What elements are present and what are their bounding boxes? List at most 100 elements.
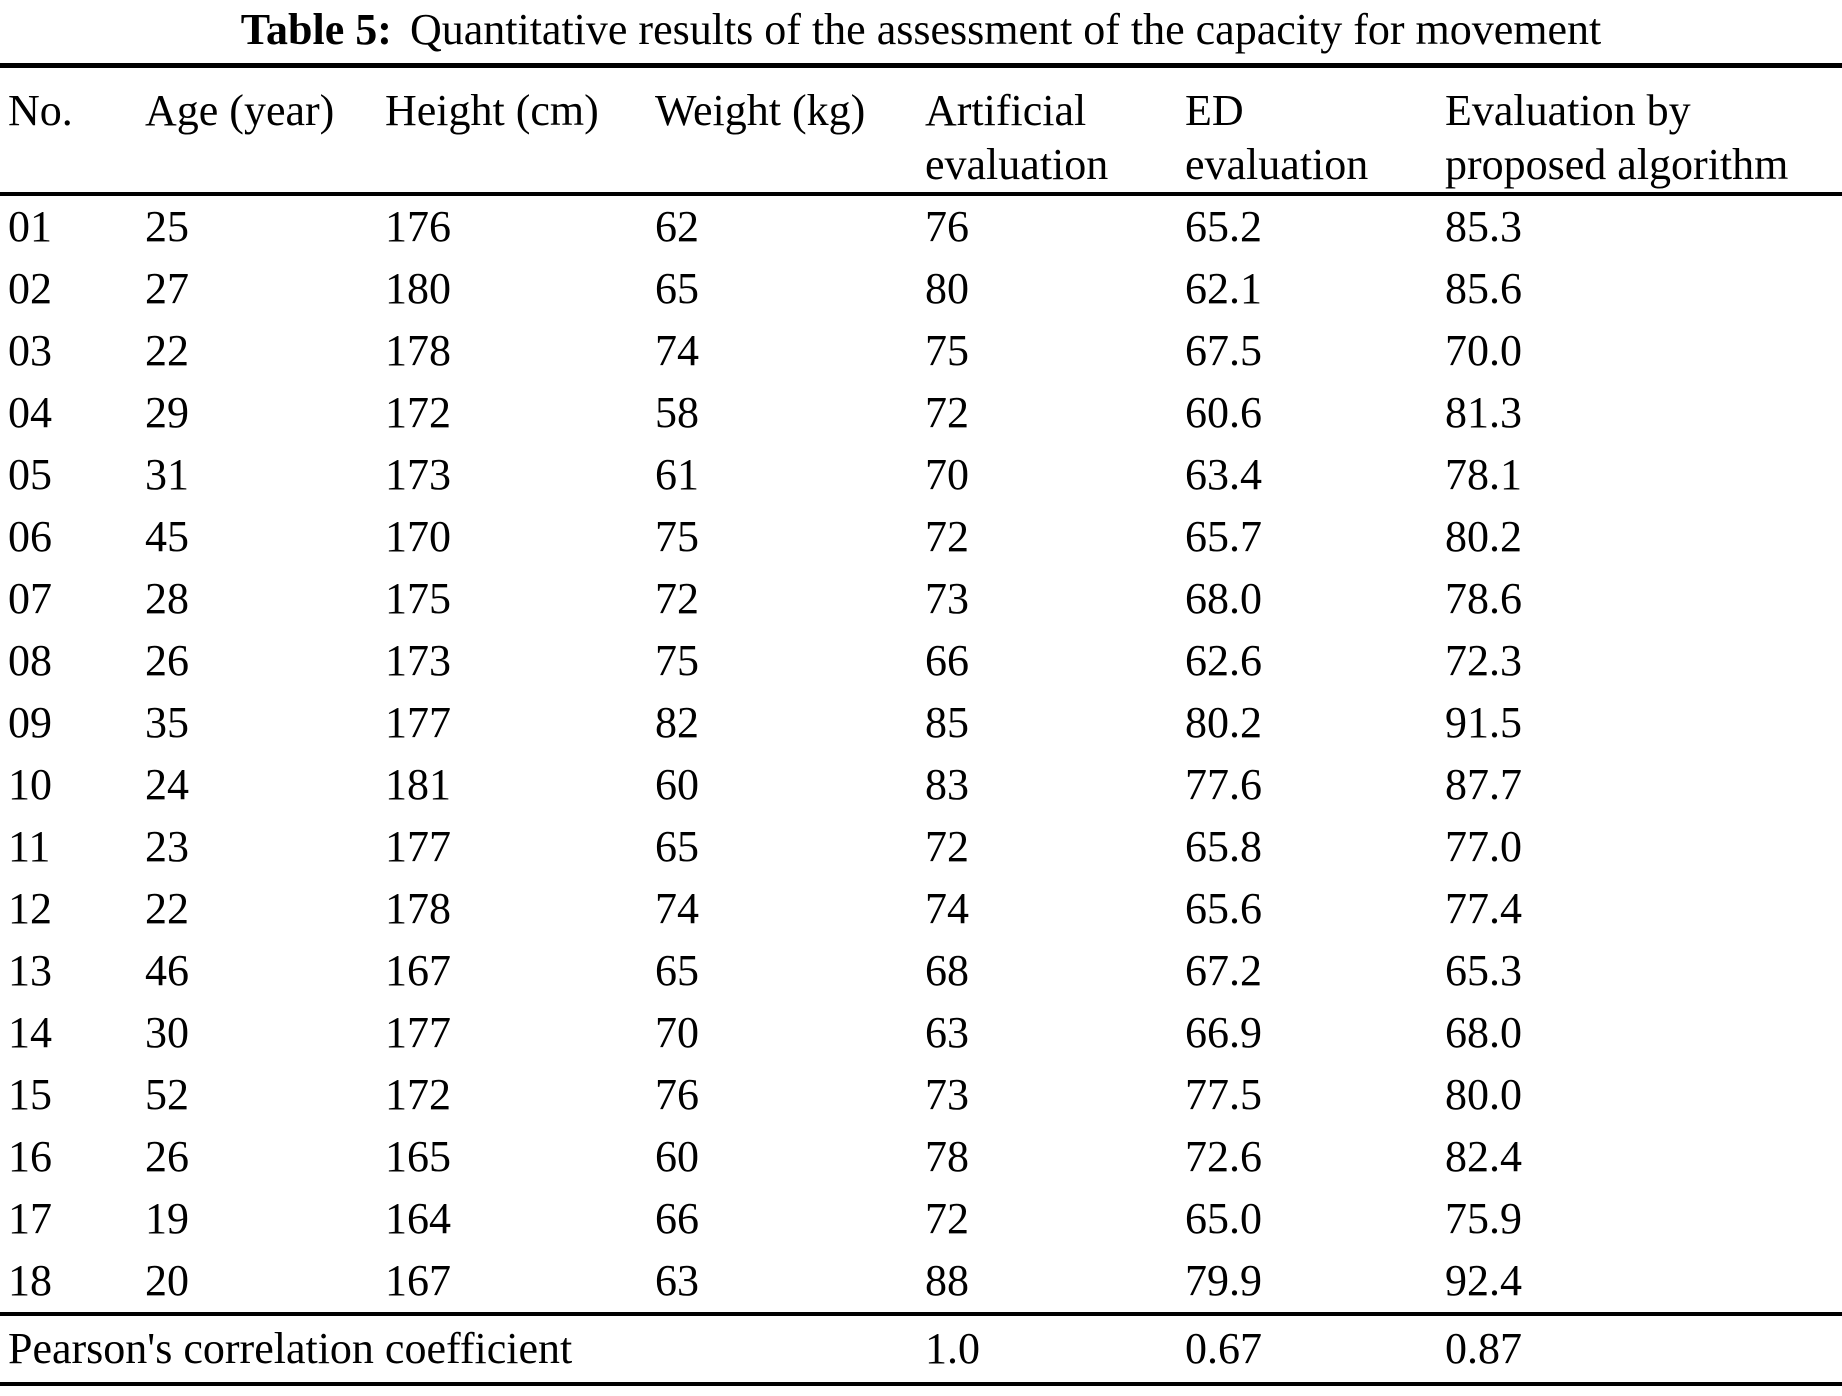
table-cell: 72: [925, 512, 969, 561]
table-row: 03 22 178 74 75 67.5 70.0: [0, 320, 1842, 382]
column-header-label: evaluation: [925, 140, 1109, 189]
table-cell: 164: [385, 1194, 451, 1243]
table-cell: 77.4: [1445, 884, 1522, 933]
table-cell: 76: [925, 202, 969, 251]
table-cell: 75: [925, 326, 969, 375]
table-cell: 06: [8, 512, 52, 561]
table-cell: 65.6: [1185, 884, 1262, 933]
table-cell: 78.1: [1445, 450, 1522, 499]
table-cell: 165: [385, 1132, 451, 1181]
column-header-proposed-algorithm-evaluation: Evaluation by proposed algorithm: [1445, 65, 1842, 196]
table-caption: Table 5: Quantitative results of the asse…: [0, 0, 1842, 56]
table-cell: 29: [145, 388, 189, 437]
column-header-artificial-evaluation: Artificial evaluation: [925, 65, 1185, 196]
table-cell: 78: [925, 1132, 969, 1181]
table-cell: 83: [925, 760, 969, 809]
table-cell: 66: [925, 636, 969, 685]
table-cell: 02: [8, 264, 52, 313]
table-cell: 177: [385, 1008, 451, 1057]
table-cell: 74: [655, 884, 699, 933]
column-header-height: Height (cm): [385, 65, 655, 196]
column-header-label: ED: [1185, 86, 1244, 135]
column-header-label: Age (year): [145, 86, 335, 135]
table-cell: 170: [385, 512, 451, 561]
footer-value-ed: 0.67: [1185, 1312, 1445, 1386]
table-row: 13 46 167 65 68 67.2 65.3: [0, 940, 1842, 1002]
table-row: 16 26 165 60 78 72.6 82.4: [0, 1126, 1842, 1188]
footer-value-artificial: 1.0: [925, 1312, 1185, 1386]
table-cell: 26: [145, 1132, 189, 1181]
table-cell: 78.6: [1445, 574, 1522, 623]
table-cell: 62: [655, 202, 699, 251]
table-cell: 07: [8, 574, 52, 623]
table-cell: 177: [385, 698, 451, 747]
table-cell: 31: [145, 450, 189, 499]
table-cell: 62.1: [1185, 264, 1262, 313]
table-row: 05 31 173 61 70 63.4 78.1: [0, 444, 1842, 506]
table-cell: 62.6: [1185, 636, 1262, 685]
table-cell: 72: [925, 1194, 969, 1243]
table-cell: 70: [655, 1008, 699, 1057]
table-cell: 65.2: [1185, 202, 1262, 251]
table-cell: 70: [925, 450, 969, 499]
table-cell: 63: [925, 1008, 969, 1057]
table-row: 17 19 164 66 72 65.0 75.9: [0, 1188, 1842, 1250]
table-cell: 19: [145, 1194, 189, 1243]
table-cell: 75: [655, 636, 699, 685]
table-cell: 22: [145, 884, 189, 933]
table-cell: 88: [925, 1256, 969, 1305]
table-cell: 05: [8, 450, 52, 499]
table-row: 10 24 181 60 83 77.6 87.7: [0, 754, 1842, 816]
table-cell: 85: [925, 698, 969, 747]
table-cell: 60: [655, 760, 699, 809]
table-cell: 77.6: [1185, 760, 1262, 809]
table-cell: 66.9: [1185, 1008, 1262, 1057]
table-cell: 60: [655, 1132, 699, 1181]
table-row: 06 45 170 75 72 65.7 80.2: [0, 506, 1842, 568]
table-cell: 172: [385, 1070, 451, 1119]
table-cell: 92.4: [1445, 1256, 1522, 1305]
column-header-label: Artificial: [925, 86, 1087, 135]
table-cell: 25: [145, 202, 189, 251]
footer-label: Pearson's correlation coefficient: [0, 1312, 925, 1386]
table-cell: 28: [145, 574, 189, 623]
table-cell: 175: [385, 574, 451, 623]
table-body: 01 25 176 62 76 65.2 85.3 02 27 180 65 80 62.1 85.6 03…: [0, 194, 1842, 1314]
table-cell: 72: [925, 822, 969, 871]
table-cell: 01: [8, 202, 52, 251]
table-cell: 15: [8, 1070, 52, 1119]
table-row: 12 22 178 74 74 65.6 77.4: [0, 878, 1842, 940]
table-cell: 87.7: [1445, 760, 1522, 809]
table-row: 02 27 180 65 80 62.1 85.6: [0, 258, 1842, 320]
table-cell: 91.5: [1445, 698, 1522, 747]
table-cell: 67.2: [1185, 946, 1262, 995]
table-cell: 73: [925, 1070, 969, 1119]
table-cell: 76: [655, 1070, 699, 1119]
table-cell: 03: [8, 326, 52, 375]
table-cell: 80.2: [1185, 698, 1262, 747]
table-caption-text: Quantitative results of the assessment o…: [409, 5, 1602, 54]
table-row: 15 52 172 76 73 77.5 80.0: [0, 1064, 1842, 1126]
table-cell: 24: [145, 760, 189, 809]
table-cell: 63.4: [1185, 450, 1262, 499]
table-cell: 65.7: [1185, 512, 1262, 561]
table-cell: 73: [925, 574, 969, 623]
table-cell: 77.0: [1445, 822, 1522, 871]
table-cell: 68: [925, 946, 969, 995]
table-cell: 22: [145, 326, 189, 375]
table-cell: 72.6: [1185, 1132, 1262, 1181]
column-header-label: evaluation: [1185, 140, 1369, 189]
table-cell: 61: [655, 450, 699, 499]
table-cell: 173: [385, 636, 451, 685]
table-cell: 74: [925, 884, 969, 933]
table-footer: Pearson's correlation coefficient 1.0 0.…: [0, 1312, 1842, 1386]
footer-row: Pearson's correlation coefficient 1.0 0.…: [0, 1312, 1842, 1386]
table-cell: 72: [655, 574, 699, 623]
table-cell: 178: [385, 326, 451, 375]
table-cell: 12: [8, 884, 52, 933]
table-cell: 75.9: [1445, 1194, 1522, 1243]
table-cell: 65: [655, 822, 699, 871]
table-caption-label: Table 5:: [240, 5, 392, 54]
table-cell: 77.5: [1185, 1070, 1262, 1119]
table-cell: 46: [145, 946, 189, 995]
